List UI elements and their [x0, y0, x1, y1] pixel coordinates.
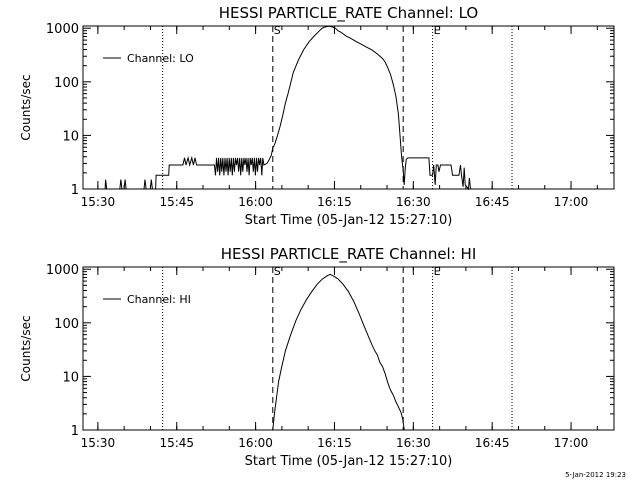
marker-label: E [434, 265, 441, 278]
axis-ticks: 15:30 15:45 16:00 16:15 16:30 16:45 17:00 1 10 10… [46, 263, 614, 450]
legend: Channel: HI [103, 293, 191, 306]
x-axis-label: Start Time (05-Jan-12 15:27:10) [245, 454, 453, 469]
x-tick-label: 15:45 [159, 195, 194, 209]
series-line [272, 273, 405, 431]
legend: Channel: LO [103, 52, 194, 65]
x-tick-label: 16:30 [396, 436, 431, 450]
marker-label: E [434, 24, 441, 37]
x-tick-label: 17:00 [554, 436, 589, 450]
axis-ticks: 15:30 15:45 16:00 16:15 16:30 16:45 17:00 1 10 10… [46, 22, 614, 209]
legend-label: Channel: LO [127, 52, 194, 65]
x-tick-label: 16:00 [238, 436, 273, 450]
x-tick-label: 16:30 [396, 195, 431, 209]
marker-label: S [274, 265, 281, 278]
y-tick-label: 1000 [46, 263, 79, 278]
x-tick-label: 15:45 [159, 436, 194, 450]
y-axis-label: Counts/sec [19, 315, 33, 381]
legend-label: Channel: HI [127, 293, 191, 306]
y-tick-label: 1 [71, 183, 79, 198]
chart-title: HESSI PARTICLE_RATE Channel: HI [221, 245, 477, 264]
y-tick-label: 100 [54, 76, 79, 91]
series-group [272, 273, 405, 431]
x-axis-label: Start Time (05-Jan-12 15:27:10) [245, 213, 453, 228]
x-tick-label: 16:15 [317, 195, 352, 209]
y-tick-label: 10 [62, 370, 79, 385]
y-tick-label: 1 [71, 424, 79, 439]
y-tick-label: 10 [62, 129, 79, 144]
footer-timestamp: 5-Jan-2012 19:23 [565, 471, 626, 479]
series-line [104, 25, 471, 191]
chart-title: HESSI PARTICLE_RATE Channel: LO [219, 4, 478, 23]
x-tick-label: 16:15 [317, 436, 352, 450]
x-tick-label: 16:45 [475, 195, 510, 209]
y-axis-label: Counts/sec [19, 74, 33, 140]
x-tick-label: 16:45 [475, 436, 510, 450]
y-tick-label: 1000 [46, 22, 79, 37]
x-tick-label: 15:30 [81, 195, 116, 209]
x-tick-label: 15:30 [81, 436, 116, 450]
x-tick-label: 16:00 [238, 195, 273, 209]
series-group [104, 25, 471, 191]
y-tick-label: 100 [54, 317, 79, 332]
x-tick-label: 17:00 [554, 195, 589, 209]
marker-label: S [274, 24, 281, 37]
